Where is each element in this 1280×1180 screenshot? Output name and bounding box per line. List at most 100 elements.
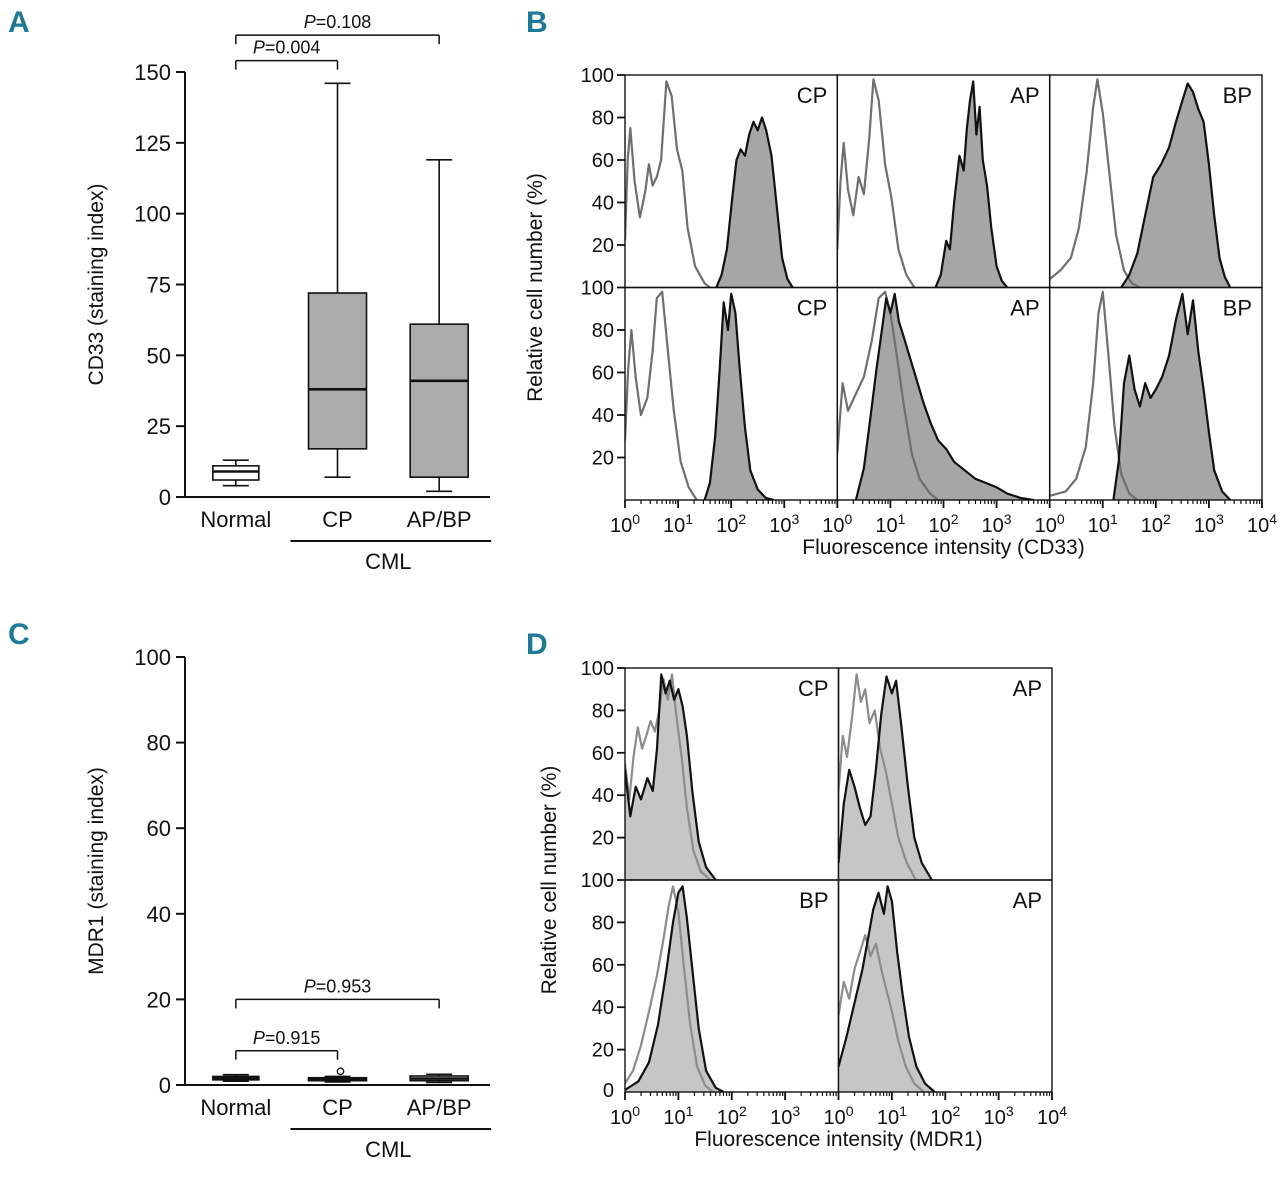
y-axis-label: MDR1 (staining index)	[85, 767, 108, 975]
y-tick-label: 20	[592, 828, 614, 850]
control-histogram-outline	[1049, 290, 1138, 500]
sample-histogram-outline	[715, 116, 794, 288]
y-tick-label: 40	[592, 997, 614, 1019]
cell-border	[1048, 286, 1263, 501]
y-tick-label: 20	[592, 235, 614, 257]
group-label: CML	[365, 1137, 411, 1162]
control-histogram-outline	[838, 934, 925, 1092]
y-tick-label: 80	[592, 700, 614, 722]
x-tick-label: 100	[822, 511, 852, 537]
sample-histogram-fill	[716, 117, 793, 288]
sample-histogram-outline	[1112, 292, 1232, 500]
category-label: AP/BP	[407, 1095, 472, 1120]
y-tick-label: 40	[592, 193, 614, 215]
y-tick-label: 80	[592, 320, 614, 342]
control-histogram-outline	[625, 290, 698, 500]
x-tick-label: 102	[716, 511, 746, 537]
histogram-cell	[625, 80, 794, 288]
histogram-cell	[625, 673, 717, 880]
category-label: Normal	[200, 507, 271, 532]
y-axis-label: Relative cell number (%)	[524, 173, 547, 402]
panel-label-c: C	[8, 618, 30, 651]
panel-label-d: D	[526, 628, 548, 661]
y-tick-label: 0	[159, 1073, 171, 1098]
control-histogram-outline	[625, 80, 711, 288]
category-label: CP	[322, 1095, 353, 1120]
sample-histogram-fill	[625, 886, 724, 1092]
box	[307, 292, 368, 450]
y-tick-label: 40	[592, 785, 614, 807]
p-value-label: P=0.004	[253, 38, 321, 58]
sample-histogram-fill	[625, 674, 716, 880]
control-histogram-outline	[838, 673, 917, 880]
cell-label: AP	[1013, 676, 1042, 701]
sample-histogram-outline	[838, 885, 936, 1092]
histogram-cell	[838, 673, 933, 880]
cell-label: AP	[1010, 296, 1039, 321]
sample-histogram-outline	[934, 80, 1009, 288]
x-tick-label: 103	[982, 511, 1012, 537]
x-tick-label: 100	[823, 1103, 853, 1129]
sample-histogram-fill	[935, 81, 1008, 288]
histogram-cell	[837, 290, 1034, 500]
y-tick-label: 0	[159, 485, 171, 510]
panel-c-mdr1-boxplot: 0 20 40 60 80 100 MDR1 (staining index) Normal C…	[85, 645, 492, 1162]
y-tick-label: 40	[592, 405, 614, 427]
p-value-label: P=0.108	[304, 12, 372, 32]
cell-border	[837, 879, 1053, 1093]
y-tick-label: 40	[147, 902, 171, 927]
control-histogram-outline	[625, 885, 714, 1092]
y-tick-label: 80	[147, 731, 171, 756]
category-label: Normal	[200, 1095, 271, 1120]
control-histogram-outline	[1049, 78, 1141, 288]
y-tick-label: 50	[147, 343, 171, 368]
sample-histogram-fill	[1121, 83, 1231, 288]
sample-histogram-fill	[855, 293, 1034, 500]
p-value-label: P=0.953	[304, 976, 372, 996]
x-tick-label: 102	[717, 1103, 747, 1129]
sample-histogram-outline	[625, 673, 717, 880]
y-tick-label: 100	[134, 645, 171, 670]
x-tick-label: 101	[663, 1103, 693, 1129]
histogram-cell	[1049, 78, 1232, 288]
y-tick-label: 60	[147, 816, 171, 841]
y-tick-label: 100	[581, 870, 614, 892]
x-tick-label: 101	[1088, 511, 1118, 537]
y-tick-label: 100	[581, 278, 614, 300]
panel-b-cd33-histograms: Relative cell number (%) Fluorescence int…	[524, 65, 1277, 559]
panel-a-cd33-boxplot: 0 25 50 75 100 125 150 CD33 (staining index) Nor…	[85, 12, 492, 574]
category-label: AP/BP	[407, 507, 472, 532]
y-tick-label: 150	[134, 60, 171, 85]
x-tick-label: 103	[770, 1103, 800, 1129]
x-tick-label: 101	[875, 511, 905, 537]
sample-histogram-outline	[1120, 82, 1232, 288]
p-value-label: P=0.915	[253, 1028, 321, 1048]
sample-histogram-fill	[838, 676, 932, 880]
cell-label: BP	[1223, 83, 1252, 108]
cell-label: AP	[1010, 83, 1039, 108]
box	[409, 323, 469, 478]
y-tick-label: 100	[581, 658, 614, 680]
histogram-cell	[837, 78, 1009, 288]
group-label: CML	[365, 549, 411, 574]
x-axis-label: Fluorescence intensity (CD33)	[802, 536, 1084, 559]
y-tick-label: 125	[134, 131, 171, 156]
x-tick-label: 101	[877, 1103, 907, 1129]
x-tick-label: 103	[769, 511, 799, 537]
x-tick-label: 102	[1141, 511, 1171, 537]
y-tick-label: 100	[581, 65, 614, 87]
y-tick-label: 20	[592, 448, 614, 470]
sample-histogram-outline	[625, 885, 725, 1092]
control-histogram-outline	[837, 290, 939, 500]
histogram-cell	[838, 885, 936, 1092]
cell-label: CP	[798, 676, 829, 701]
panel-label-b: B	[526, 6, 548, 39]
sample-histogram-fill	[1113, 293, 1231, 500]
x-tick-label: 100	[610, 511, 640, 537]
x-tick-label: 104	[1037, 1103, 1067, 1129]
panel-label-a: A	[8, 6, 30, 39]
y-tick-label: 60	[592, 955, 614, 977]
control-histogram-outline	[625, 673, 712, 880]
sample-histogram-outline	[838, 675, 933, 880]
y-tick-label: 60	[592, 363, 614, 385]
